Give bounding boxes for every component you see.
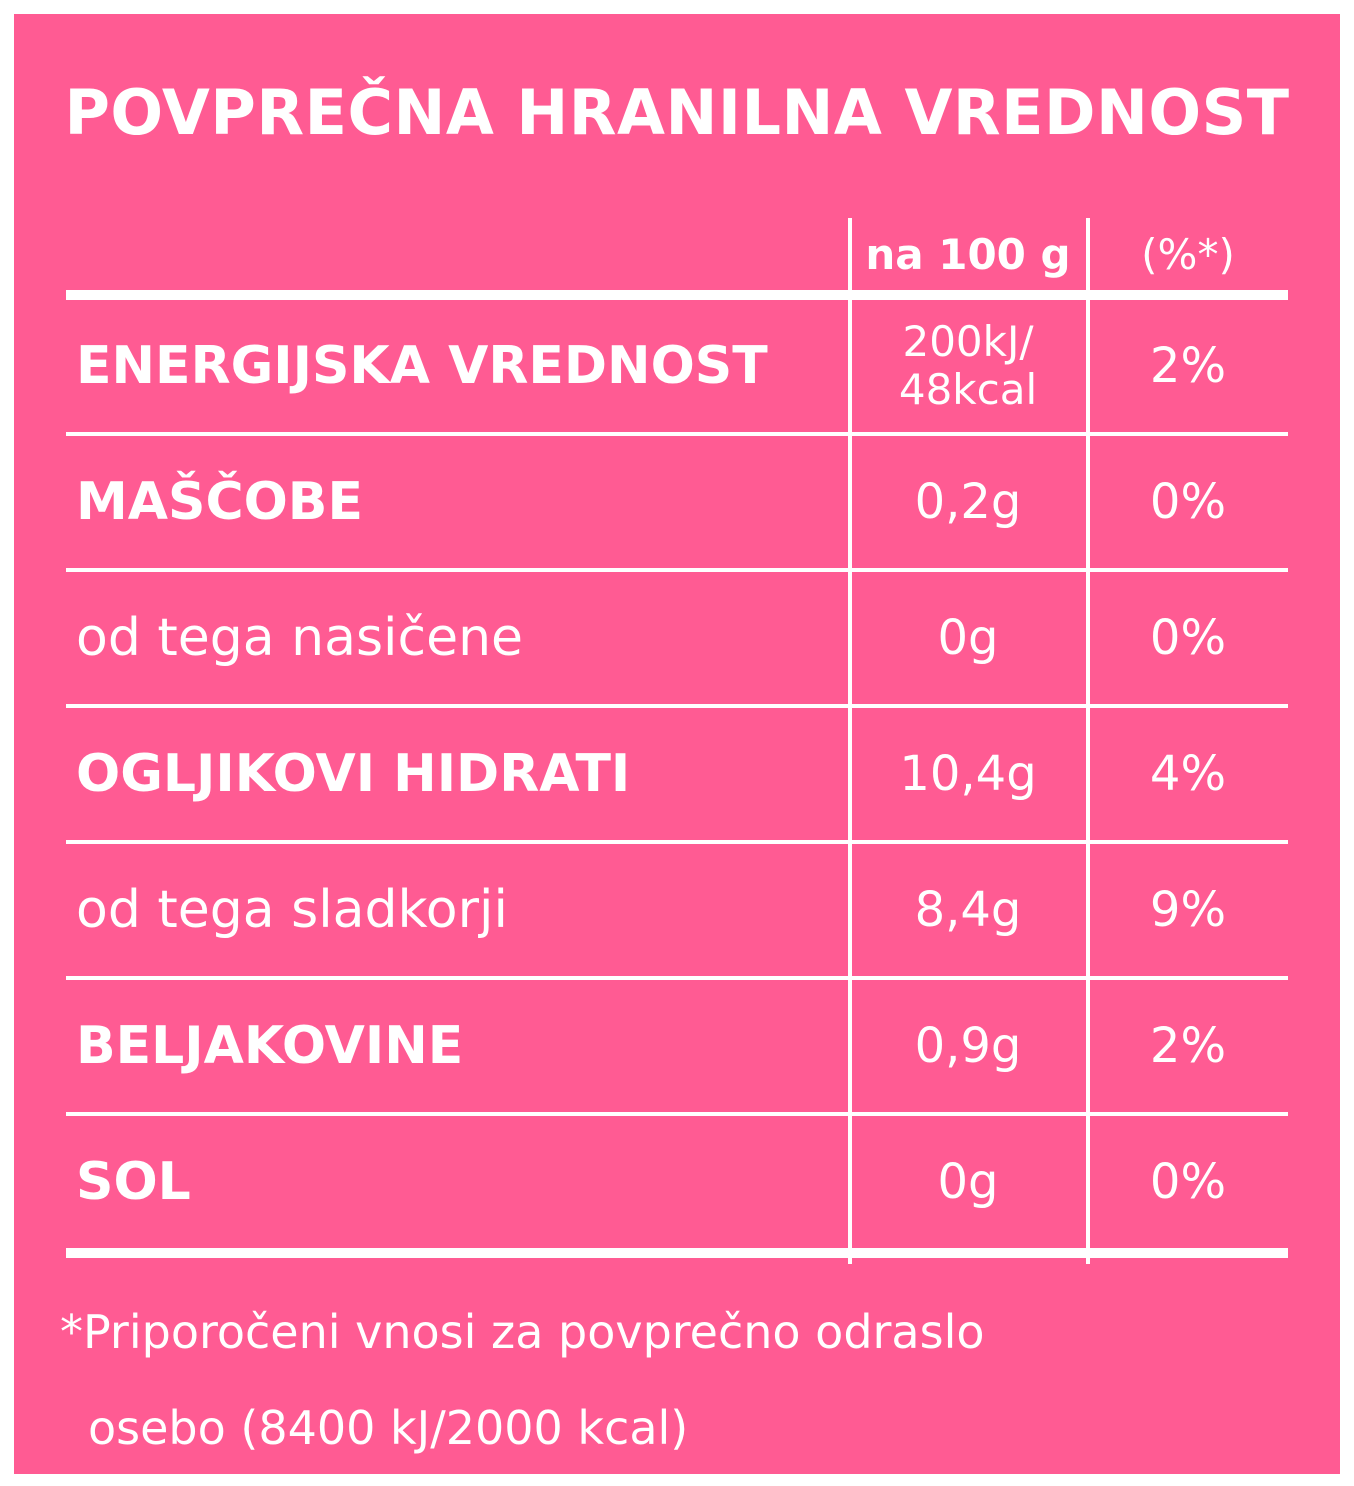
column-header-percent: (%*): [1141, 230, 1235, 279]
row-value: 0,9g: [914, 1018, 1022, 1074]
row-label: od tega nasičene: [76, 608, 524, 668]
column-header-per-100g: na 100 g: [865, 230, 1071, 279]
row-divider: [66, 704, 1288, 708]
footnote-line1: *Priporočeni vnosi za povprečno odraslo: [60, 1305, 985, 1359]
row-value-line2: 48kcal: [898, 365, 1038, 414]
row-label: ENERGIJSKA VREDNOST: [76, 336, 768, 396]
row-percent: 2%: [1149, 338, 1227, 394]
row-label: BELJAKOVINE: [76, 1016, 464, 1076]
row-percent: 9%: [1149, 882, 1227, 938]
footnote-line2: osebo (8400 kJ/2000 kcal): [88, 1401, 689, 1455]
table-row-carbohydrates: OGLJIKOVI HIDRATI 10,4g 4%: [66, 708, 1288, 840]
footnote: *Priporočeni vnosi za povprečno odraslo …: [60, 1284, 985, 1476]
row-value: 200kJ/ 48kcal: [850, 300, 1086, 432]
row-label: SOL: [76, 1152, 191, 1212]
row-divider: [66, 432, 1288, 436]
row-divider: [66, 976, 1288, 980]
table-row-protein: BELJAKOVINE 0,9g 2%: [66, 980, 1288, 1112]
column-divider-2: [1086, 218, 1090, 1264]
table-row-fat: MAŠČOBE 0,2g 0%: [66, 436, 1288, 568]
row-divider: [66, 840, 1288, 844]
row-percent: 0%: [1149, 610, 1227, 666]
bottom-rule: [66, 1248, 1288, 1258]
table-row-sugars: od tega sladkorji 8,4g 9%: [66, 844, 1288, 976]
row-percent: 0%: [1149, 1154, 1227, 1210]
header-rule: [66, 290, 1288, 300]
row-percent: 4%: [1149, 746, 1227, 802]
nutrition-title: POVPREČNA HRANILNA VREDNOST: [64, 76, 1290, 149]
row-label: MAŠČOBE: [76, 472, 363, 532]
row-divider: [66, 568, 1288, 572]
row-label: od tega sladkorji: [76, 880, 508, 940]
row-value: 0,2g: [914, 474, 1022, 530]
nutrition-panel: POVPREČNA HRANILNA VREDNOST na 100 g (%*…: [14, 14, 1340, 1474]
row-value: 0g: [937, 1154, 999, 1210]
row-value: 0g: [937, 610, 999, 666]
column-divider-1: [848, 218, 852, 1264]
table-row-energy: ENERGIJSKA VREDNOST 200kJ/ 48kcal 2%: [66, 300, 1288, 432]
row-percent: 2%: [1149, 1018, 1227, 1074]
row-divider: [66, 1112, 1288, 1116]
row-percent: 0%: [1149, 474, 1227, 530]
row-value: 8,4g: [914, 882, 1022, 938]
table-row-saturated: od tega nasičene 0g 0%: [66, 572, 1288, 704]
table-row-salt: SOL 0g 0%: [66, 1116, 1288, 1248]
row-label: OGLJIKOVI HIDRATI: [76, 744, 631, 804]
row-value: 10,4g: [899, 746, 1037, 802]
row-value-line1: 200kJ/: [902, 317, 1034, 366]
